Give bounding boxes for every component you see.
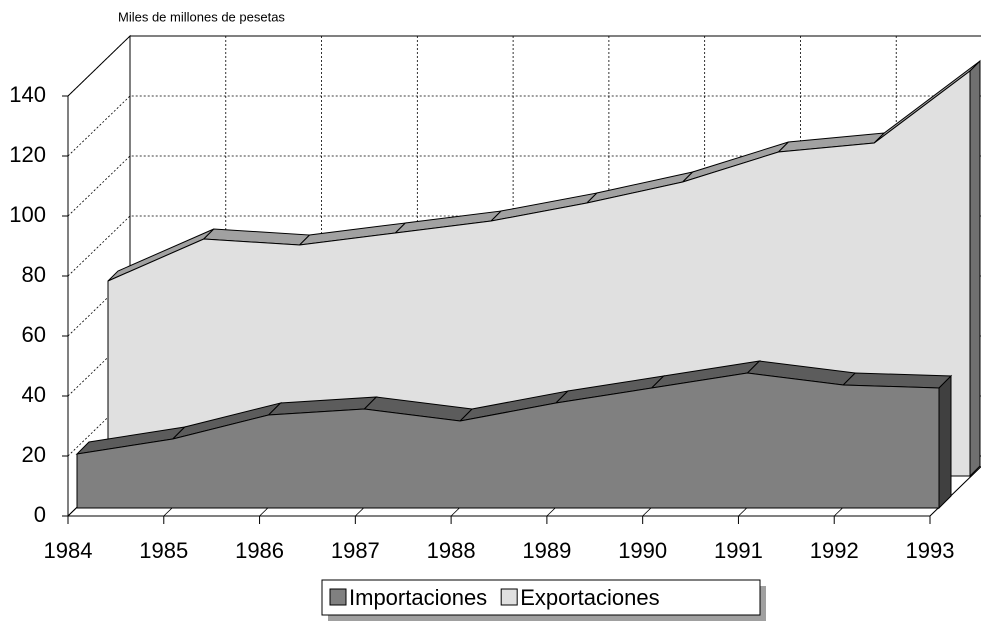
legend-swatch xyxy=(329,588,347,606)
y-tick-label: 80 xyxy=(22,262,46,287)
y-tick-label: 40 xyxy=(22,382,46,407)
legend-swatch xyxy=(500,588,518,606)
x-tick-label: 1987 xyxy=(331,538,380,563)
x-tick-label: 1984 xyxy=(44,538,93,563)
area-side xyxy=(938,374,952,510)
x-tick-label: 1985 xyxy=(139,538,188,563)
x-tick-label: 1993 xyxy=(906,538,955,563)
legend-label: Importaciones xyxy=(349,585,487,610)
x-tick-label: 1992 xyxy=(810,538,859,563)
y-tick-label: 0 xyxy=(34,502,46,527)
legend-label: Exportaciones xyxy=(520,585,659,610)
y-tick-label: 120 xyxy=(9,142,46,167)
legend xyxy=(321,579,761,616)
y-tick-label: 100 xyxy=(9,202,46,227)
area-side xyxy=(969,59,981,478)
y-tick-label: 60 xyxy=(22,322,46,347)
x-tick-label: 1988 xyxy=(427,538,476,563)
y-tick-label: 140 xyxy=(9,82,46,107)
x-tick-label: 1989 xyxy=(522,538,571,563)
area xyxy=(76,372,940,509)
x-tick-label: 1991 xyxy=(714,538,763,563)
chart-subtitle: Miles de millones de pesetas xyxy=(118,9,285,24)
y-tick-label: 20 xyxy=(22,442,46,467)
x-tick-label: 1990 xyxy=(618,538,667,563)
x-tick-label: 1986 xyxy=(235,538,284,563)
